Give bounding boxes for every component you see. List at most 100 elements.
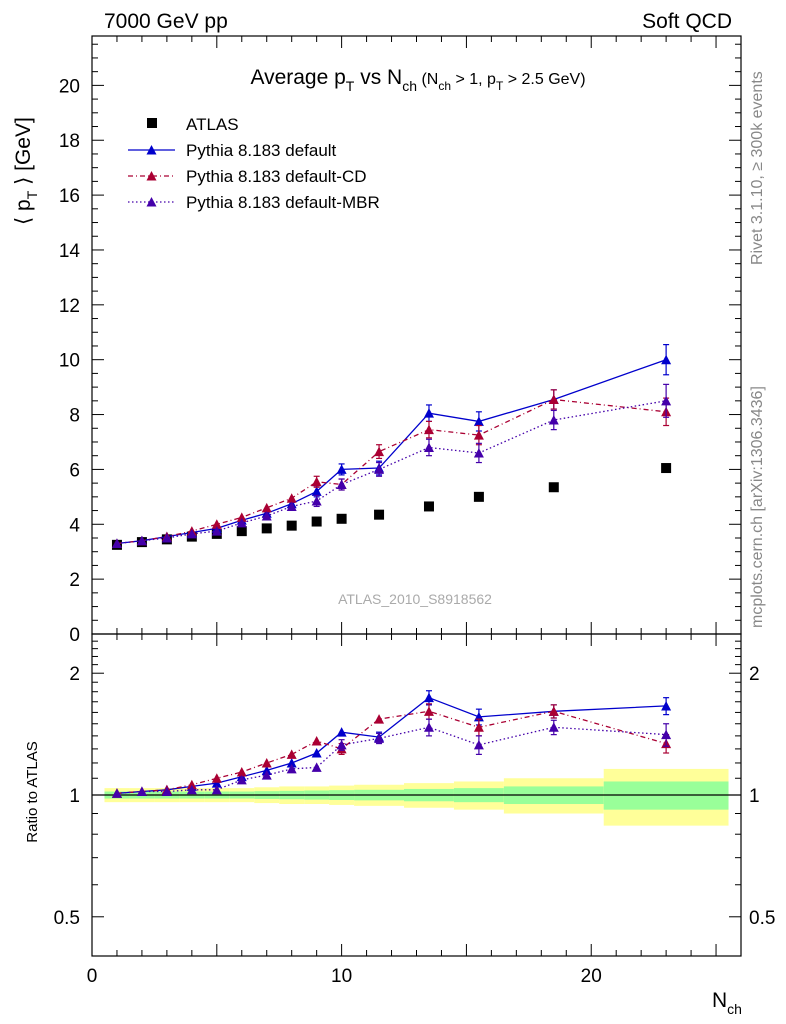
title-mid: vs N <box>354 66 402 89</box>
point-mbr <box>111 538 122 548</box>
ratio-point-mbr <box>336 739 347 750</box>
point-cd <box>374 446 385 457</box>
point-data <box>236 526 247 537</box>
rivet-label: Rivet 3.1.10, ≥ 300k events <box>749 71 766 265</box>
point-cd <box>236 512 247 522</box>
title-cond-open: (N <box>417 71 438 88</box>
ratio-ytick-label: 2 <box>69 664 80 685</box>
ratio-point-default <box>336 727 347 737</box>
main-ytick-label: 8 <box>69 406 80 427</box>
point-cd <box>473 430 484 440</box>
title-sub-t: T <box>346 78 355 94</box>
point-data <box>311 516 322 527</box>
title-cond-end: > 2.5 GeV) <box>503 71 585 88</box>
ratio-point-cd <box>374 714 385 724</box>
analysis-watermark: ATLAS_2010_S8918562 <box>338 591 492 607</box>
header-left: 7000 GeV pp <box>104 10 228 33</box>
ratio-point-mbr <box>311 762 322 772</box>
mcplots-label: mcplots.cern.ch [arXiv:1306.3436] <box>749 386 766 628</box>
ratio-point-mbr <box>423 722 434 732</box>
point-mbr <box>336 479 347 489</box>
point-cd <box>311 476 322 487</box>
legend-marker-cd <box>146 171 157 181</box>
ratio-ytick-label-right: 2 <box>749 664 760 685</box>
ratio-axes: 0.5 0.51 12 20 10 20 <box>54 634 775 987</box>
ratio-point-cd <box>311 735 322 746</box>
ratio-ytick-label-right: 0.5 <box>749 908 775 929</box>
ratio-point-cd <box>423 706 434 716</box>
ratio-ylabel: Ratio to ATLAS <box>24 741 41 842</box>
ratio-point-default <box>211 778 222 788</box>
point-data <box>423 501 434 512</box>
xtick-label: 20 <box>581 966 602 987</box>
point-mbr <box>161 532 172 543</box>
ratio-ytick-label: 0.5 <box>54 908 80 929</box>
ratio-point-mbr <box>661 729 672 740</box>
point-data <box>661 463 672 474</box>
ratio-point-default <box>661 700 672 711</box>
ylabel-sub: T <box>24 190 40 199</box>
title-cond-mid: > 1, p <box>451 71 496 88</box>
main-ytick-label: 0 <box>69 625 80 646</box>
ratio-point-cd <box>261 757 272 768</box>
point-default <box>661 354 672 365</box>
main-ylabel: ⟨ pT ⟩ [GeV] <box>12 117 40 225</box>
series-line-default <box>116 359 667 545</box>
main-ytick-label: 10 <box>59 351 80 372</box>
legend-label-default: Pythia 8.183 default <box>186 141 337 160</box>
point-data <box>261 523 272 534</box>
ratio-point-mbr <box>211 784 222 795</box>
main-ytick-label: 12 <box>59 296 80 317</box>
point-mbr <box>548 415 559 425</box>
ratio-point-cd <box>548 706 559 716</box>
legend-marker-atlas <box>147 118 157 128</box>
ratio-point-default <box>286 757 297 768</box>
xlabel: Nch <box>712 989 742 1017</box>
point-default <box>336 464 347 474</box>
ratio-point-cd <box>211 773 222 783</box>
ratio-point-mbr <box>261 770 272 780</box>
point-mbr <box>423 442 434 452</box>
ratio-point-mbr <box>286 763 297 774</box>
ratio-point-mbr <box>186 784 197 795</box>
legend-marker-default <box>146 145 157 155</box>
point-mbr <box>286 501 297 511</box>
ylabel-close: ⟩ [GeV] <box>12 117 35 191</box>
point-data <box>374 509 385 520</box>
ratio-frame <box>91 633 742 957</box>
point-mbr <box>311 495 322 506</box>
point-cd <box>548 394 559 404</box>
point-data <box>473 491 484 502</box>
ratio-point-mbr <box>161 786 172 797</box>
legend-marker-mbr <box>146 197 157 207</box>
plot-title: Average pT vs Nch (Nch > 1, pT > 2.5 GeV… <box>250 66 585 94</box>
point-mbr <box>236 517 247 528</box>
point-default <box>473 416 484 426</box>
point-mbr <box>473 447 484 458</box>
point-data <box>548 482 559 493</box>
point-data <box>286 520 297 531</box>
ratio-point-cd <box>236 766 247 777</box>
point-mbr <box>261 511 272 521</box>
point-cd <box>286 493 297 503</box>
title-main: Average p <box>250 66 345 89</box>
title-sub-ch: ch <box>402 78 417 94</box>
main-ytick-label: 4 <box>69 515 80 536</box>
ratio-point-mbr <box>236 774 247 785</box>
point-mbr <box>374 464 385 474</box>
main-ytick-label: 14 <box>59 241 81 262</box>
point-mbr <box>661 395 672 406</box>
ratio-point-cd <box>286 749 297 759</box>
main-ytick-label: 16 <box>59 186 80 207</box>
ratio-point-default <box>311 748 322 758</box>
point-mbr <box>136 535 147 546</box>
ratio-point-mbr <box>136 786 147 797</box>
ratio-point-mbr <box>548 722 559 732</box>
ratio-point-cd <box>473 722 484 732</box>
point-cd <box>211 519 222 529</box>
main-ytick-label: 18 <box>59 131 80 152</box>
legend-label-mbr: Pythia 8.183 default-MBR <box>186 193 380 212</box>
title-cond-ch: ch <box>438 79 451 93</box>
point-mbr <box>186 528 197 539</box>
